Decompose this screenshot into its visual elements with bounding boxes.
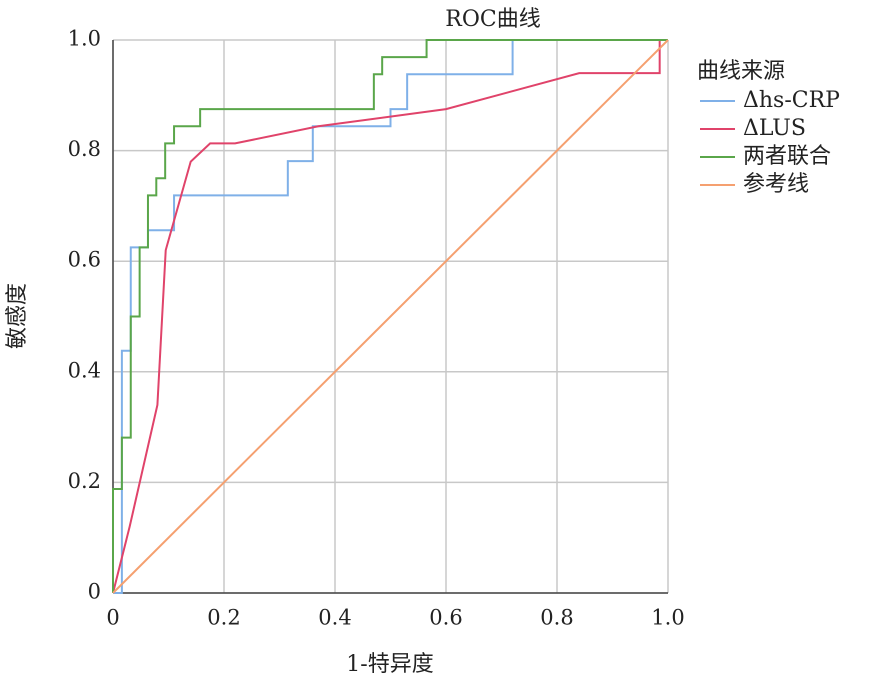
y-tick-label: 0.4 xyxy=(68,358,101,382)
legend-label: Δhs-CRP xyxy=(743,88,840,113)
legend-label: 两者联合 xyxy=(743,144,831,169)
x-axis-label: 1-特异度 xyxy=(346,652,433,677)
x-tick-label: 0.2 xyxy=(207,606,240,630)
y-tick-label: 0.8 xyxy=(68,137,101,161)
x-tick-label: 0 xyxy=(106,606,119,630)
roc-line xyxy=(112,39,668,594)
legend-title: 曲线来源 xyxy=(697,59,785,84)
y-axis-label: 敏感度 xyxy=(5,283,30,349)
y-tick-label: 0.2 xyxy=(68,469,101,493)
x-tick-label: 0.6 xyxy=(429,606,462,630)
legend-label: 参考线 xyxy=(743,172,809,197)
x-tick-label: 0.8 xyxy=(540,606,573,630)
legend-label: ΔLUS xyxy=(743,116,806,141)
x-tick-label: 0.4 xyxy=(318,606,351,630)
roc-line xyxy=(112,39,668,593)
x-tick-label: 1.0 xyxy=(651,606,684,630)
y-tick-label: 0 xyxy=(88,580,101,604)
y-tick-label: 0.6 xyxy=(68,248,101,272)
chart-title: ROC曲线 xyxy=(445,7,540,32)
y-tick-label: 1.0 xyxy=(68,27,101,51)
roc-line xyxy=(112,39,669,594)
